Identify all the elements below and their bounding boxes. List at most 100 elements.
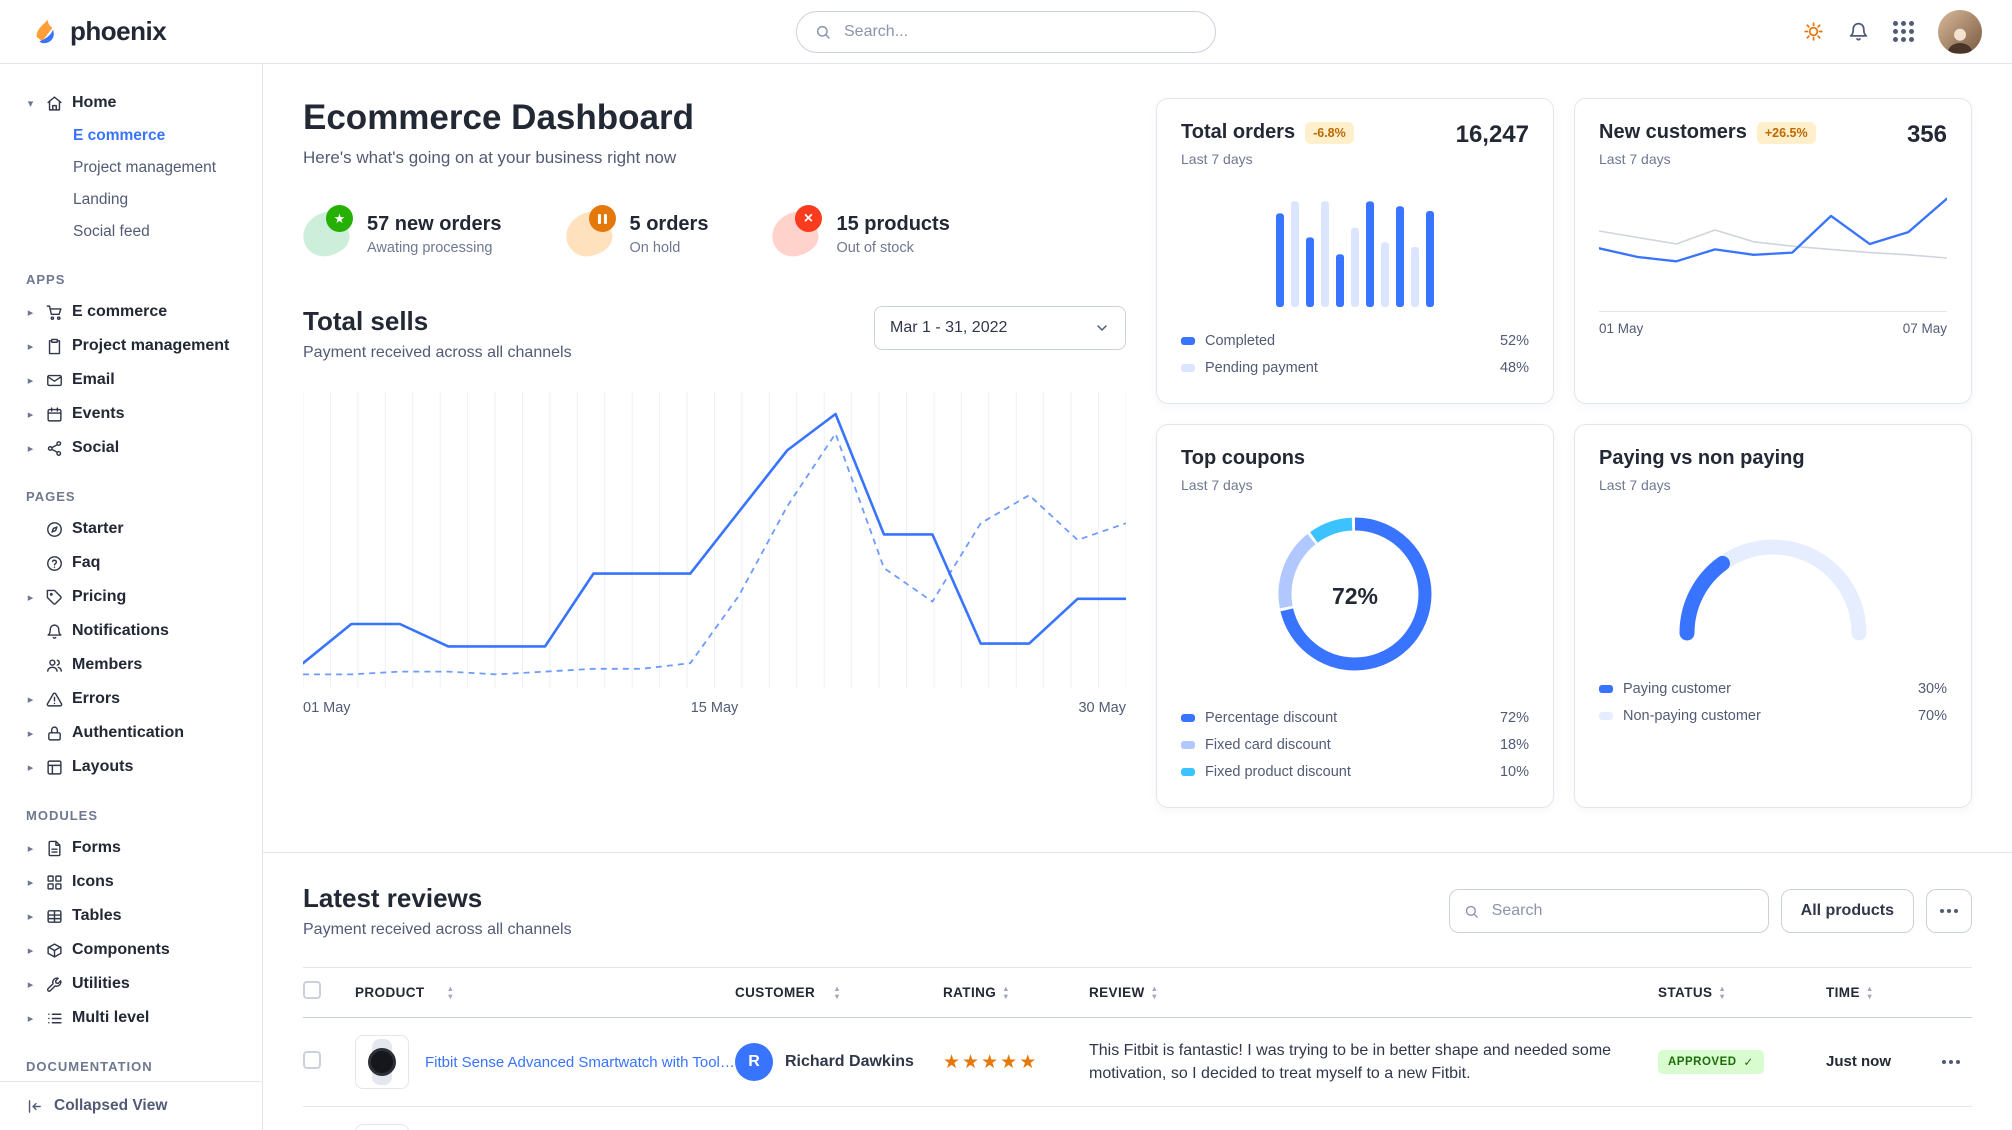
trend-badge: +26.5% [1756,121,1816,144]
more-icon [1942,1060,1960,1064]
column-header-time[interactable]: TIME ▲ ▼ [1826,984,1874,1001]
sidebar-item-multi-level[interactable]: ▸ Multi level [14,1001,248,1035]
product-thumbnail-watch [355,1035,409,1089]
column-header-status[interactable]: STATUS ▲ ▼ [1658,984,1727,1001]
navbar-actions [1803,9,1982,54]
legend-item-fixed-card-discount: Fixed card discount 18% [1181,731,1529,758]
sidebar-item-social-feed[interactable]: Social feed [73,223,150,240]
close-icon: × [769,204,823,259]
axis-label: 15 May [690,700,739,716]
apps-menu-button[interactable] [1893,21,1914,42]
sidebar-item-notifications[interactable]: Notifications [14,614,248,648]
sidebar-item-e-commerce[interactable]: ▸ E commerce [14,295,248,329]
sidebar-item-label: Pricing [72,588,127,605]
stats-row: ★ 57 new orders Awating processing 5 orders… [300,204,1126,259]
grid-icon [46,874,63,891]
column-header-customer[interactable]: CUSTOMER ▲ ▼ [735,984,842,1001]
sidebar-item-utilities[interactable]: ▸ Utilities [14,967,248,1001]
sort-icon: ▲ ▼ [1002,984,1010,1001]
sidebar-item-members[interactable]: Members [14,648,248,682]
sidebar-item-project-management[interactable]: ▸ Project management [14,329,248,363]
chevron-right-icon: ▸ [27,761,34,774]
list-icon [46,1010,63,1027]
top-coupons-donut-chart: 72% [1270,509,1440,684]
reviews-search-input[interactable] [1489,901,1754,921]
stat-label: Out of stock [836,239,914,256]
sidebar-item-errors[interactable]: ▸ Errors [14,682,248,716]
sidebar-item-layouts[interactable]: ▸ Layouts [14,750,248,784]
column-header-product[interactable]: PRODUCT ▲ ▼ [355,984,455,1001]
status-badge: APPROVED ✓ [1658,1050,1764,1074]
brand-logo[interactable]: phoenix [30,16,167,47]
sidebar-item-forms[interactable]: ▸ Forms [14,831,248,865]
sidebar-collapse-toggle[interactable]: Collapsed View [0,1081,262,1130]
row-checkbox[interactable] [303,1050,321,1069]
column-header-rating[interactable]: RATING ▲ ▼ [943,984,1010,1001]
sidebar-item-components[interactable]: ▸ Components [14,933,248,967]
sidebar-item-authentication[interactable]: ▸ Authentication [14,716,248,750]
sidebar-item-email[interactable]: ▸ Email [14,363,248,397]
sidebar-item-events[interactable]: ▸ Events [14,397,248,431]
sidebar-item-label: Starter [72,520,124,537]
compass-icon [46,521,63,538]
sidebar-item-e-commerce[interactable]: E commerce [73,127,166,144]
top-navbar: phoenix [0,0,2012,64]
theme-toggle-button[interactable] [1803,21,1824,42]
legend-value: 48% [1499,359,1529,376]
row-menu-button[interactable] [1936,1054,1966,1070]
main-content: Ecommerce Dashboard Here's what's going … [263,64,2012,1130]
sidebar-item-icons[interactable]: ▸ Icons [14,865,248,899]
sidebar-item-label: Notifications [72,622,169,639]
more-options-button[interactable] [1926,889,1972,933]
reviews-table: PRODUCT ▲ ▼ CUSTOMER ▲ ▼ RATING ▲ ▼ REVIEW ▲ ▼ STATU… [303,967,1972,1130]
legend-label: Pending payment [1205,359,1318,376]
collapse-label: Collapsed View [54,1097,168,1114]
chevron-right-icon: ▸ [27,340,34,353]
chevron-right-icon: ▸ [27,442,34,455]
sidebar-item-pricing[interactable]: ▸ Pricing [14,580,248,614]
sidebar-item-label: Layouts [72,758,134,775]
pause-icon [562,204,616,259]
chevron-right-icon: ▸ [27,306,34,319]
sun-icon [1803,21,1824,42]
sidebar-item-starter[interactable]: Starter [14,512,248,546]
tag-icon [46,589,63,606]
reviews-search[interactable] [1448,889,1769,933]
sidebar-item-label: Forms [72,839,121,856]
sidebar-item-faq[interactable]: Faq [14,546,248,580]
sidebar-item-home[interactable]: ▾ Home [14,86,248,120]
more-icon [1940,909,1958,913]
sidebar-item-tables[interactable]: ▸ Tables [14,899,248,933]
share-icon [46,440,63,457]
review-text: This Fitbit is fantastic! I was trying t… [1089,1041,1612,1082]
product-link[interactable]: Fitbit Sense Advanced Smartwatch with To… [425,1053,735,1071]
card-period: Last 7 days [1181,477,1253,493]
global-search[interactable] [796,10,1216,53]
sidebar-item-social[interactable]: ▸ Social [14,431,248,465]
legend-item-fixed-product-discount: Fixed product discount 10% [1181,758,1529,785]
sidebar-item-label: E commerce [72,303,168,320]
legend-label: Fixed product discount [1205,763,1351,780]
all-products-button[interactable]: All products [1780,889,1914,933]
search-input[interactable] [842,21,1197,42]
legend-item-percentage-discount: Percentage discount 72% [1181,704,1529,731]
user-avatar[interactable] [1938,9,1982,54]
chevron-right-icon: ▸ [27,727,34,740]
page-title: Ecommerce Dashboard [303,98,694,137]
sidebar-item-label: Multi level [72,1009,150,1026]
axis-label: 30 May [1078,700,1126,716]
grid-dots-icon [1893,21,1914,42]
sidebar-item-project-management[interactable]: Project management [73,159,217,176]
date-range-select[interactable]: Mar 1 - 31, 2022 [874,306,1126,350]
sidebar-item-label: Email [72,371,115,388]
sidebar-item-landing[interactable]: Landing [73,191,129,208]
sort-icon: ▲ ▼ [1718,984,1727,1001]
total-sells-section: Total sells Payment received across all … [303,306,1126,716]
chevron-down-icon [1094,320,1110,336]
notifications-button[interactable] [1848,21,1869,42]
latest-reviews-section: Latest reviews Payment received across a… [263,853,2012,1130]
select-all-checkbox[interactable] [303,981,321,999]
legend-label: Non-paying customer [1623,707,1761,724]
chevron-right-icon: ▸ [27,910,34,923]
column-header-review[interactable]: REVIEW ▲ ▼ [1089,984,1159,1001]
